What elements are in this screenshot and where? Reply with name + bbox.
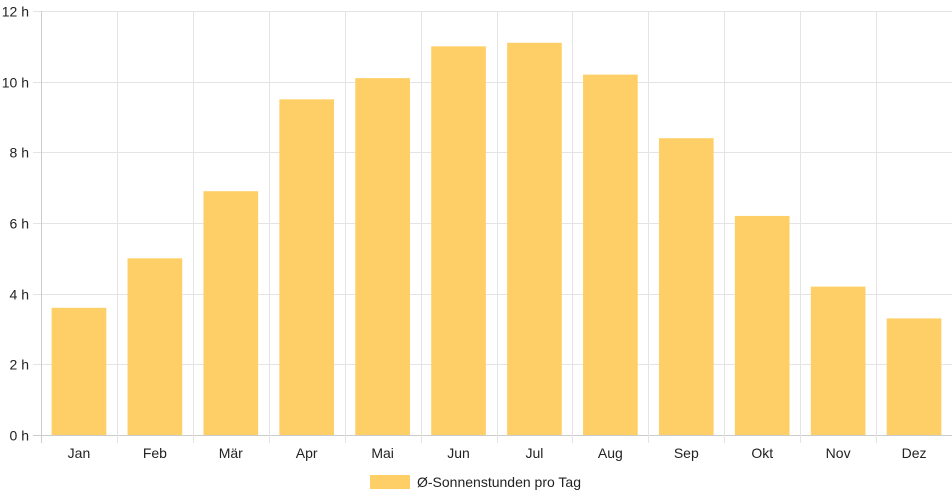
x-tick-label: Feb xyxy=(143,445,167,461)
x-tick-label: Jan xyxy=(68,445,91,461)
bar-jun[interactable] xyxy=(431,46,486,435)
legend-swatch[interactable] xyxy=(370,475,410,489)
y-tick-label: 12 h xyxy=(2,4,29,20)
y-tick-label: 2 h xyxy=(10,357,29,373)
y-tick-label: 6 h xyxy=(10,216,29,232)
x-tick-label: Dez xyxy=(902,445,927,461)
y-tick-label: 8 h xyxy=(10,145,29,161)
x-tick-label: Mai xyxy=(371,445,394,461)
bar-jul[interactable] xyxy=(507,42,562,436)
bar-dez[interactable] xyxy=(886,318,942,435)
bar-nov[interactable] xyxy=(810,286,866,435)
x-tick-label: Sep xyxy=(674,445,699,461)
bar-sep[interactable] xyxy=(658,138,714,435)
grid-layer xyxy=(33,11,952,443)
x-tick-label: Jul xyxy=(526,445,544,461)
bar-apr[interactable] xyxy=(279,99,335,435)
legend-label[interactable]: Ø-Sonnenstunden pro Tag xyxy=(417,474,581,490)
x-tick-label: Okt xyxy=(751,445,773,461)
x-tick-label: Apr xyxy=(296,445,318,461)
x-tick-label: Nov xyxy=(826,445,851,461)
bar-mär[interactable] xyxy=(203,191,259,435)
legend[interactable]: Ø-Sonnenstunden pro Tag xyxy=(370,474,581,490)
x-tick-label: Mär xyxy=(219,445,243,461)
x-tick-label: Jun xyxy=(447,445,470,461)
y-tick-label: 10 h xyxy=(2,75,29,91)
bar-mai[interactable] xyxy=(355,78,410,435)
y-tick-label: 4 h xyxy=(10,287,29,303)
x-tick-label: Aug xyxy=(598,445,623,461)
y-tick-label: 0 h xyxy=(10,428,29,444)
axis-layer: 0 h 2 h 4 h 6 h 8 h 10 h 12 h Jan Feb Mär Apr Mai Ju… xyxy=(2,4,927,462)
bar-aug[interactable] xyxy=(583,74,638,435)
bar-jan[interactable] xyxy=(51,307,107,435)
bar-layer xyxy=(51,42,942,436)
bar-feb[interactable] xyxy=(127,258,183,435)
bar-okt[interactable] xyxy=(734,215,790,435)
